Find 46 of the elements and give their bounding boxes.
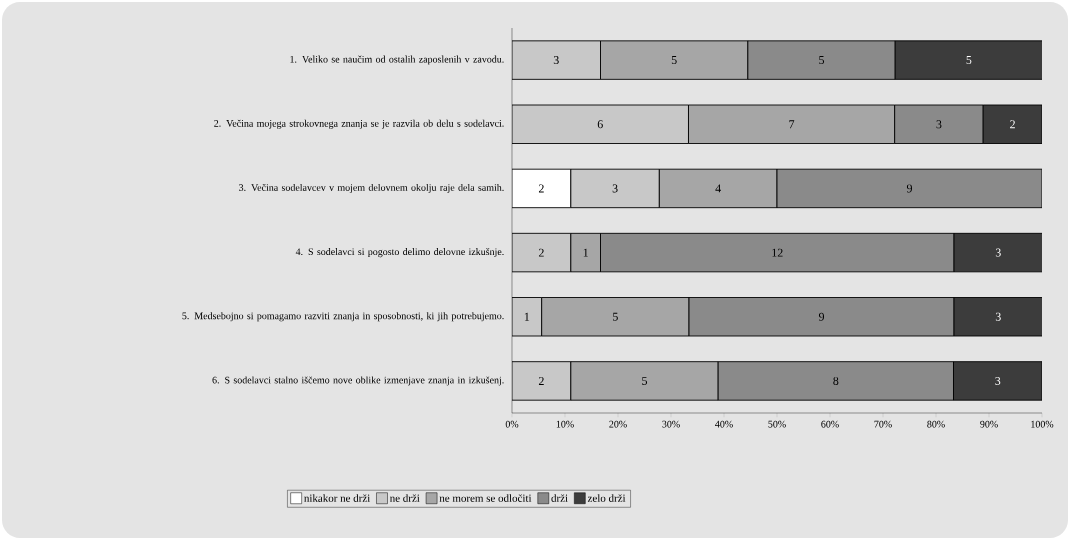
y-tick-label: 2. Večina mojega strokovnega znanja se je razvila ob delu s sodelavci. <box>214 119 504 129</box>
x-tick-label: 30% <box>662 420 680 428</box>
annotation: 3 <box>995 248 1001 257</box>
legend-label: ne morem se odločiti <box>439 494 532 502</box>
annotation: 12 <box>772 248 783 257</box>
annotation: 1 <box>524 312 530 321</box>
annotation: 2 <box>538 184 544 193</box>
legend-label: nikakor ne drži <box>304 494 371 502</box>
x-tick-label: 60% <box>821 420 839 428</box>
annotation: 2 <box>538 376 544 385</box>
annotation: 9 <box>818 312 825 321</box>
x-tick-label: 10% <box>556 420 574 428</box>
annotation: 2 <box>538 248 544 257</box>
legend-label: ne drži <box>389 494 420 502</box>
annotation: 7 <box>789 120 795 129</box>
legend-label: drži <box>551 494 568 502</box>
annotation: 3 <box>995 376 1001 385</box>
x-tick-label: 20% <box>609 420 627 428</box>
annotation: 5 <box>819 56 825 65</box>
annotation: 5 <box>671 56 677 65</box>
x-tick-label: 90% <box>980 420 998 428</box>
x-tick-label: 80% <box>927 420 945 428</box>
annotation: 6 <box>597 120 603 129</box>
annotation: 5 <box>613 312 618 321</box>
annotation: 4 <box>715 184 721 193</box>
y-tick-label: 3. Večina sodelavcev v mojem delovnem okolju raje dela samih. <box>239 183 504 193</box>
annotation: 3 <box>995 312 1001 321</box>
x-tick-label: 50% <box>768 420 786 428</box>
annotation: 8 <box>833 376 839 385</box>
x-tick-label: 70% <box>874 420 892 428</box>
annotation: 9 <box>906 184 912 193</box>
annotation: 3 <box>612 184 618 193</box>
y-tick-label: 5. Medsebojno si pomagamo razviti znanja in sposobnosti, ki jih potrebujemo. <box>182 312 504 322</box>
x-tick-label: 40% <box>715 420 733 428</box>
legend-label: zelo drži <box>587 494 626 502</box>
annotation: 5 <box>966 56 972 65</box>
y-tick-label: 4. S sodelavci si pogosto delimo delovne izkušnje. <box>295 248 504 258</box>
x-tick-label: 0% <box>505 420 519 428</box>
y-tick-label: 1. Veliko se naučim od ostalih zaposlenih v zavodu. <box>290 55 504 65</box>
annotation: 3 <box>553 56 559 65</box>
y-tick-label: 6. S sodelavci stalno iščemo nove oblike izmenjave znanja in izkušenj. <box>212 376 504 386</box>
annotation: 1 <box>583 248 588 257</box>
annotation: 5 <box>642 376 648 385</box>
x-tick-label: 100% <box>1031 420 1054 428</box>
annotation: 3 <box>936 120 942 129</box>
annotation: 2 <box>1010 120 1015 129</box>
